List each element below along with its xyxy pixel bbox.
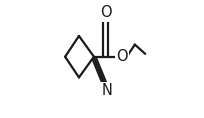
Text: O: O	[100, 5, 112, 20]
Text: O: O	[116, 49, 128, 64]
Text: N: N	[101, 83, 112, 98]
